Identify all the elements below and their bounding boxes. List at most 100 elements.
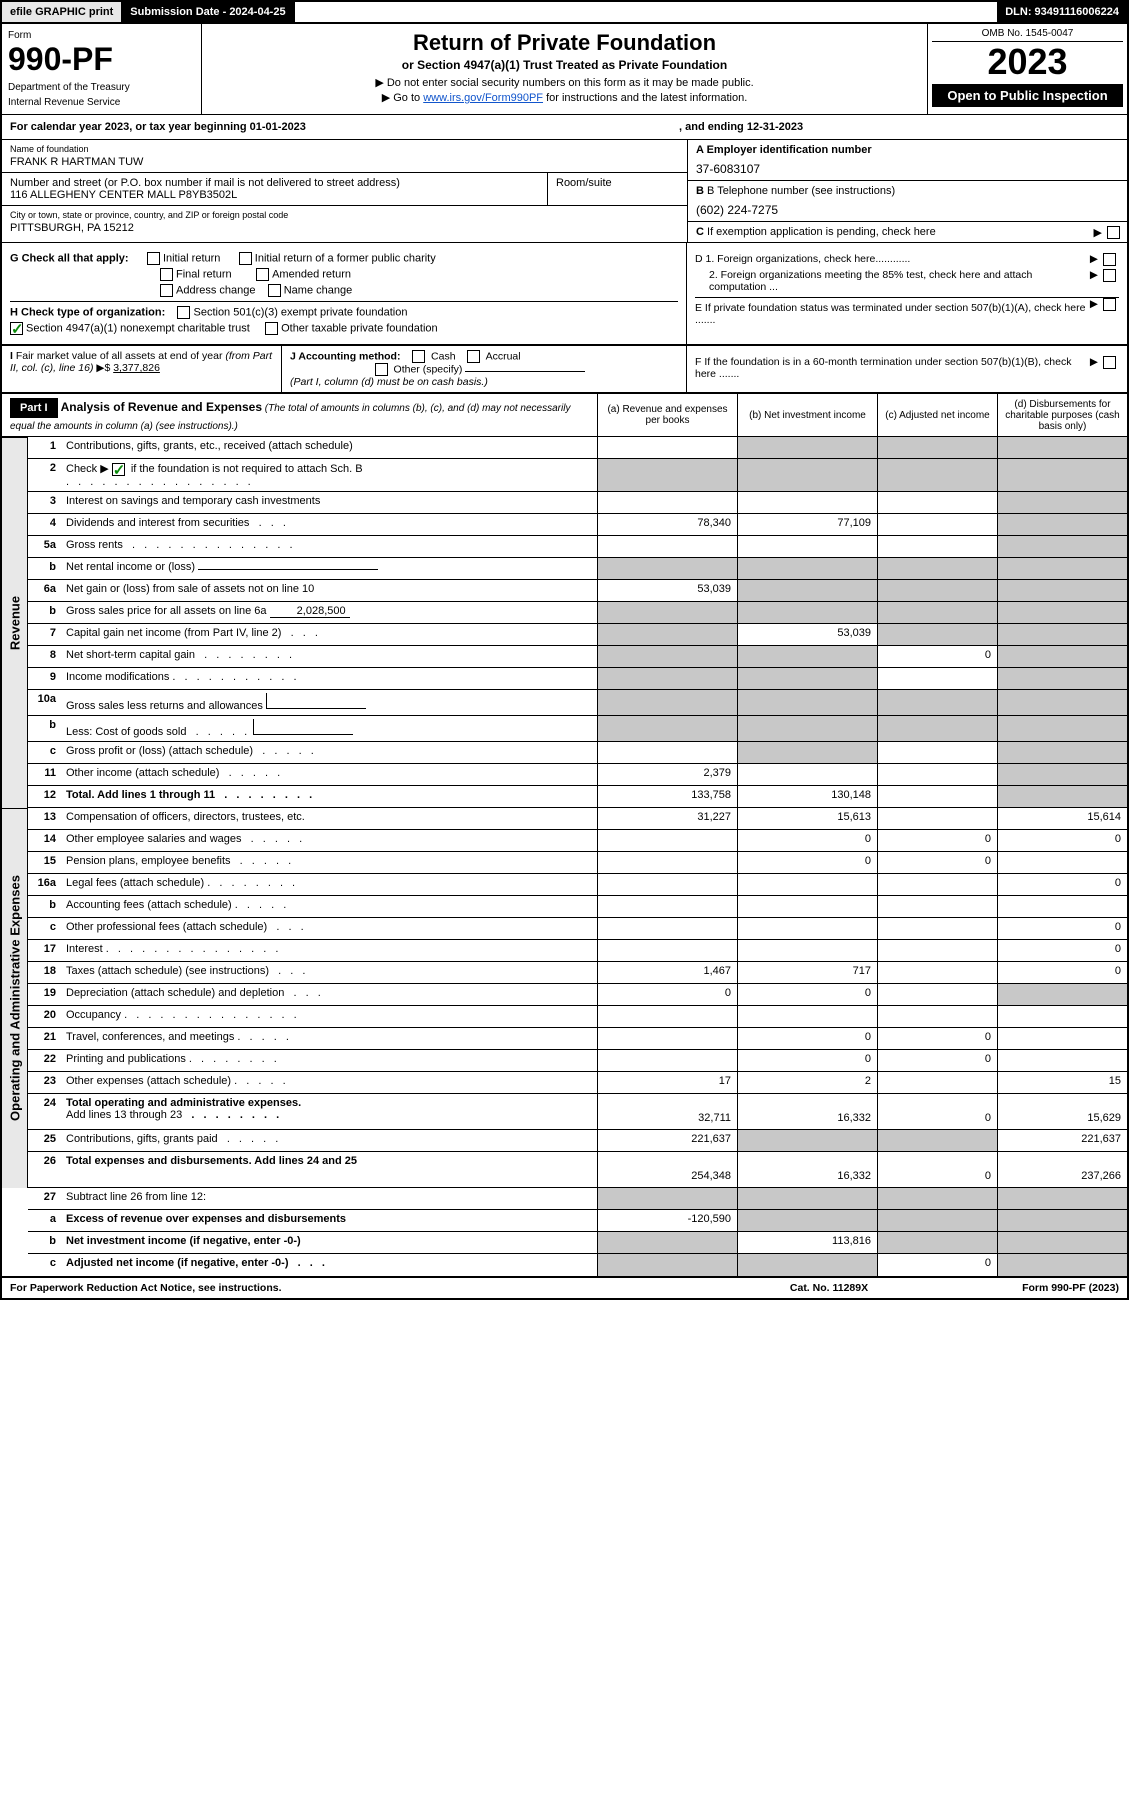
ein-cell: A Employer identification number 37-6083… bbox=[688, 140, 1127, 181]
row-27c: cAdjusted net income (if negative, enter… bbox=[28, 1254, 1127, 1276]
row-6a: 6aNet gain or (loss) from sale of assets… bbox=[28, 580, 1127, 602]
f-box: F If the foundation is in a 60-month ter… bbox=[687, 346, 1127, 392]
row-16a: 16aLegal fees (attach schedule) . . . . … bbox=[28, 874, 1127, 896]
foundation-name-cell: Name of foundation FRANK R HARTMAN TUW bbox=[2, 140, 687, 173]
row-5a: 5aGross rents . . . . . . . . . . . . . … bbox=[28, 536, 1127, 558]
submission-date: Submission Date - 2024-04-25 bbox=[122, 2, 294, 22]
j-cell: J Accounting method: Cash Accrual Other … bbox=[282, 346, 687, 392]
checkbox-d2[interactable] bbox=[1103, 269, 1116, 282]
footer-left: For Paperwork Reduction Act Notice, see … bbox=[10, 1282, 739, 1294]
phone-label: B B Telephone number (see instructions) bbox=[696, 185, 1119, 197]
expenses-side-label: Operating and Administrative Expenses bbox=[2, 808, 28, 1188]
top-bar: efile GRAPHIC print Submission Date - 20… bbox=[2, 2, 1127, 24]
ssn-warning: ▶ Do not enter social security numbers o… bbox=[216, 76, 913, 89]
bottom-rows: 27Subtract line 26 from line 12: aExcess… bbox=[28, 1188, 1127, 1276]
checkbox-accrual[interactable] bbox=[467, 350, 480, 363]
checkbox-name-change[interactable] bbox=[268, 284, 281, 297]
row-26: 26Total expenses and disbursements. Add … bbox=[28, 1152, 1127, 1188]
check-right: D 1. Foreign organizations, check here..… bbox=[687, 243, 1127, 344]
expenses-rows: 13Compensation of officers, directors, t… bbox=[28, 808, 1127, 1188]
form-container: efile GRAPHIC print Submission Date - 20… bbox=[0, 0, 1129, 1300]
omb-number: OMB No. 1545-0047 bbox=[932, 28, 1123, 42]
row-27a: aExcess of revenue over expenses and dis… bbox=[28, 1210, 1127, 1232]
hij-row: I Fair market value of all assets at end… bbox=[2, 345, 1127, 392]
checkbox-final-return[interactable] bbox=[160, 268, 173, 281]
row-20: 20Occupancy . . . . . . . . . . . . . . … bbox=[28, 1006, 1127, 1028]
col-d-header: (d) Disbursements for charitable purpose… bbox=[997, 394, 1127, 436]
row-7: 7Capital gain net income (from Part IV, … bbox=[28, 624, 1127, 646]
dept-treasury: Department of the Treasury bbox=[8, 82, 195, 93]
form-subtitle: or Section 4947(a)(1) Trust Treated as P… bbox=[216, 58, 913, 72]
address-row: Number and street (or P.O. box number if… bbox=[2, 173, 687, 206]
ein-label: A Employer identification number bbox=[696, 144, 1119, 156]
irs-link[interactable]: www.irs.gov/Form990PF bbox=[423, 92, 543, 104]
ein-value: 37-6083107 bbox=[696, 162, 1119, 176]
row-12: 12Total. Add lines 1 through 11 . . . . … bbox=[28, 786, 1127, 808]
f-item: F If the foundation is in a 60-month ter… bbox=[695, 356, 1119, 380]
c-cell: C If exemption application is pending, c… bbox=[688, 222, 1127, 242]
j-note: (Part I, column (d) must be on cash basi… bbox=[290, 376, 488, 388]
form-header: Form 990-PF Department of the Treasury I… bbox=[2, 24, 1127, 115]
header-right: OMB No. 1545-0047 2023 Open to Public In… bbox=[927, 24, 1127, 114]
checkbox-initial-former[interactable] bbox=[239, 252, 252, 265]
row-9: 9Income modifications . . . . . . . . . … bbox=[28, 668, 1127, 690]
info-left: Name of foundation FRANK R HARTMAN TUW N… bbox=[2, 140, 687, 242]
checkbox-c[interactable] bbox=[1107, 226, 1120, 239]
row-17: 17Interest . . . . . . . . . . . . . . .… bbox=[28, 940, 1127, 962]
row-27: 27Subtract line 26 from line 12: bbox=[28, 1188, 1127, 1210]
h-row: H Check type of organization: Section 50… bbox=[10, 301, 678, 319]
e-item: E If private foundation status was termi… bbox=[695, 297, 1119, 326]
checkbox-e[interactable] bbox=[1103, 298, 1116, 311]
checkbox-amended[interactable] bbox=[256, 268, 269, 281]
col-a-header: (a) Revenue and expenses per books bbox=[597, 394, 737, 436]
row-10a: 10aGross sales less returns and allowanc… bbox=[28, 690, 1127, 716]
checkbox-f[interactable] bbox=[1103, 356, 1116, 369]
checkbox-d1[interactable] bbox=[1103, 253, 1116, 266]
checkbox-4947[interactable] bbox=[10, 322, 23, 335]
efile-label: efile GRAPHIC print bbox=[2, 2, 122, 22]
room-label: Room/suite bbox=[556, 177, 679, 189]
checkbox-cash[interactable] bbox=[412, 350, 425, 363]
goto-note: ▶ Go to www.irs.gov/Form990PF for instru… bbox=[216, 91, 913, 104]
revenue-side-label: Revenue bbox=[2, 437, 28, 808]
row-27b: bNet investment income (if negative, ent… bbox=[28, 1232, 1127, 1254]
row-18: 18Taxes (attach schedule) (see instructi… bbox=[28, 962, 1127, 984]
checkbox-initial-return[interactable] bbox=[147, 252, 160, 265]
row-11: 11Other income (attach schedule) . . . .… bbox=[28, 764, 1127, 786]
checkbox-501c3[interactable] bbox=[177, 306, 190, 319]
info-grid: Name of foundation FRANK R HARTMAN TUW N… bbox=[2, 140, 1127, 243]
header-center: Return of Private Foundation or Section … bbox=[202, 24, 927, 114]
row-1: 1Contributions, gifts, grants, etc., rec… bbox=[28, 437, 1127, 459]
checkbox-other-method[interactable] bbox=[375, 363, 388, 376]
phone-cell: B B Telephone number (see instructions) … bbox=[688, 181, 1127, 222]
form-title: Return of Private Foundation bbox=[216, 30, 913, 56]
col-b-header: (b) Net investment income bbox=[737, 394, 877, 436]
cal-year-begin: For calendar year 2023, or tax year begi… bbox=[10, 121, 679, 133]
row-2: 2Check ▶ if the foundation is not requir… bbox=[28, 459, 1127, 492]
check-section: G Check all that apply: Initial return I… bbox=[2, 243, 1127, 345]
row-10c: cGross profit or (loss) (attach schedule… bbox=[28, 742, 1127, 764]
city-label: City or town, state or province, country… bbox=[10, 210, 679, 220]
room-cell: Room/suite bbox=[547, 173, 687, 205]
phone-value: (602) 224-7275 bbox=[696, 203, 1119, 217]
row-21: 21Travel, conferences, and meetings . . … bbox=[28, 1028, 1127, 1050]
row-24: 24Total operating and administrative exp… bbox=[28, 1094, 1127, 1130]
row-23: 23Other expenses (attach schedule) . . .… bbox=[28, 1072, 1127, 1094]
info-right: A Employer identification number 37-6083… bbox=[687, 140, 1127, 242]
expenses-section: Operating and Administrative Expenses 13… bbox=[2, 808, 1127, 1188]
fmv-value: 3,377,826 bbox=[113, 362, 160, 374]
row-4: 4Dividends and interest from securities … bbox=[28, 514, 1127, 536]
row-14: 14Other employee salaries and wages . . … bbox=[28, 830, 1127, 852]
tax-year: 2023 bbox=[932, 44, 1123, 80]
row-16b: bAccounting fees (attach schedule) . . .… bbox=[28, 896, 1127, 918]
row-15: 15Pension plans, employee benefits . . .… bbox=[28, 852, 1127, 874]
row-5b: bNet rental income or (loss) bbox=[28, 558, 1127, 580]
part1-desc: Part I Analysis of Revenue and Expenses … bbox=[2, 394, 597, 436]
checkbox-address-change[interactable] bbox=[160, 284, 173, 297]
revenue-section: Revenue 1Contributions, gifts, grants, e… bbox=[2, 437, 1127, 808]
addr-label: Number and street (or P.O. box number if… bbox=[10, 177, 539, 189]
d2-item: 2. Foreign organizations meeting the 85%… bbox=[695, 269, 1119, 293]
checkbox-schb[interactable] bbox=[112, 463, 125, 476]
check-left: G Check all that apply: Initial return I… bbox=[2, 243, 687, 344]
checkbox-other-taxable[interactable] bbox=[265, 322, 278, 335]
